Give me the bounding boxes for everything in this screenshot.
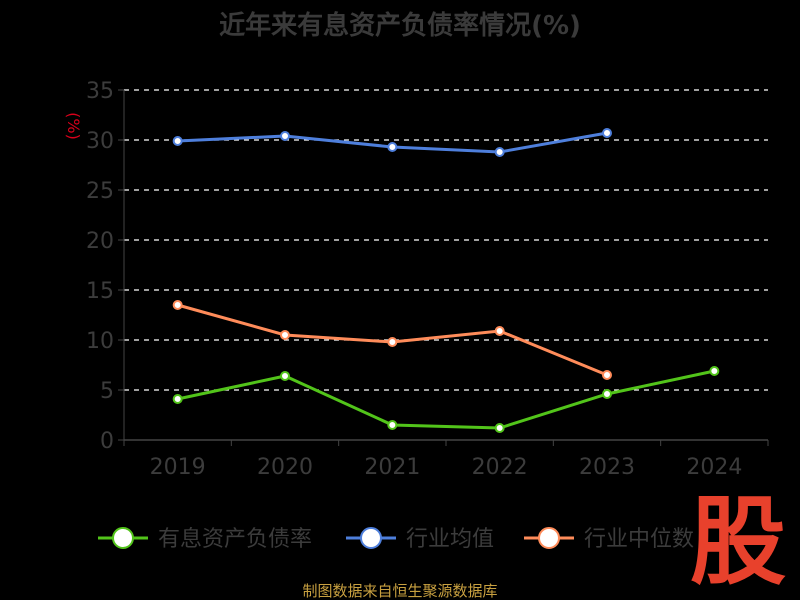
data-point (172, 300, 183, 310)
data-point (709, 366, 720, 376)
x-tick-label: 2022 (472, 455, 528, 480)
y-tick-label: 25 (86, 179, 114, 204)
data-point (172, 394, 183, 404)
y-axis-unit: (%) (64, 112, 83, 140)
y-tick-label: 30 (86, 129, 114, 154)
data-point (602, 389, 612, 399)
data-point (280, 131, 290, 141)
x-tick-label: 2024 (686, 455, 742, 480)
legend-label: 行业均值 (406, 527, 494, 552)
y-axis-ticks: 0 5 10 15 20 25 30 35 (86, 79, 125, 454)
legend-label: 有息资产负债率 (158, 527, 312, 552)
y-tick-label: 20 (86, 229, 114, 254)
x-tick-label: 2023 (579, 455, 635, 480)
x-axis-ticks: 2019 2020 2021 2022 2023 2024 (150, 455, 743, 480)
series-lines (172, 128, 720, 433)
data-point (602, 370, 612, 380)
watermark-logo: 股 (690, 486, 786, 598)
source-note: 制图数据来自恒生聚源数据库 (302, 582, 497, 600)
data-point (494, 326, 505, 336)
x-axis (123, 439, 769, 446)
y-tick-label: 15 (86, 279, 114, 304)
legend-marker (112, 527, 134, 549)
data-point (387, 142, 398, 152)
data-point (387, 337, 398, 347)
legend-label: 行业中位数 (584, 527, 694, 552)
chart-title: 近年来有息资产负债率情况(%) (219, 10, 581, 41)
y-tick-label: 10 (86, 329, 114, 354)
gridlines (124, 89, 768, 391)
y-tick-label: 35 (86, 79, 114, 104)
legend-marker (360, 527, 382, 549)
legend-marker (538, 527, 560, 549)
data-point (387, 420, 398, 430)
series-line-1 (177, 369, 715, 430)
data-point (280, 371, 290, 381)
data-point (494, 423, 505, 433)
legend: 有息资产负债率 行业均值 行业中位数 (98, 527, 694, 552)
y-tick-label: 0 (100, 429, 114, 454)
data-point (280, 330, 290, 340)
y-tick-label: 5 (100, 379, 114, 404)
data-point (494, 147, 505, 157)
x-tick-label: 2019 (150, 455, 206, 480)
data-point (172, 136, 183, 146)
data-point (602, 128, 612, 138)
x-tick-label: 2021 (364, 455, 420, 480)
x-tick-label: 2020 (257, 455, 313, 480)
